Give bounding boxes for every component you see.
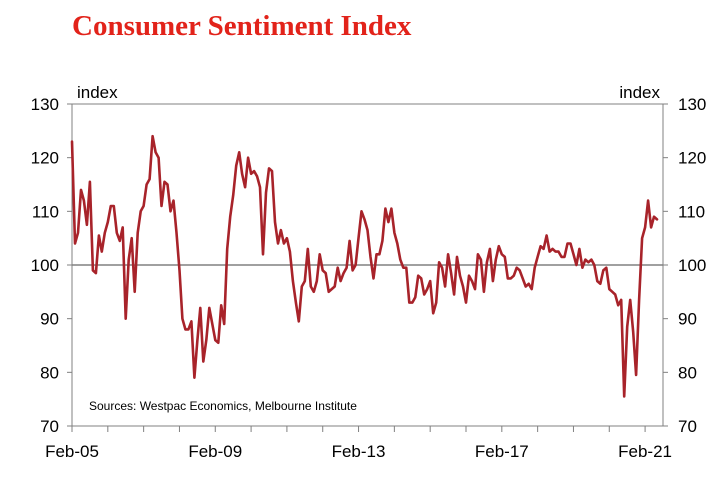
y-tick-label-right-130: 130 [678, 95, 706, 114]
y-tick-label-right-70: 70 [678, 417, 697, 436]
chart-title: Consumer Sentiment Index [72, 10, 412, 42]
y-tick-label-left-130: 130 [31, 95, 59, 114]
y-unit-right: index [619, 83, 660, 102]
y-tick-label-right-100: 100 [678, 256, 706, 275]
y-tick-label-left-70: 70 [40, 417, 59, 436]
x-tick-label-feb-17: Feb-17 [475, 442, 529, 461]
y-unit-left: index [77, 83, 118, 102]
y-tick-label-left-90: 90 [40, 310, 59, 329]
y-axis-right: 70 80 90 100 110 120 130 [678, 95, 706, 436]
x-axis: Feb-05 Feb-09 Feb-13 Feb-17 Feb-21 [45, 442, 672, 461]
x-tick-label-feb-05: Feb-05 [45, 442, 99, 461]
x-tick-label-feb-09: Feb-09 [188, 442, 242, 461]
source-note: Sources: Westpac Economics, Melbourne In… [89, 399, 357, 413]
axis-ticks [67, 103, 668, 432]
y-tick-label-right-120: 120 [678, 149, 706, 168]
y-tick-label-left-80: 80 [40, 363, 59, 382]
series-line-consumer-sentiment [70, 134, 659, 398]
y-tick-label-left-110: 110 [32, 202, 59, 221]
y-tick-label-right-90: 90 [678, 310, 697, 329]
y-tick-label-right-110: 110 [678, 202, 705, 221]
y-axis-left: 70 80 90 100 110 120 130 [31, 95, 59, 436]
x-tick-label-feb-13: Feb-13 [332, 442, 386, 461]
x-tick-label-feb-21: Feb-21 [618, 442, 672, 461]
y-tick-label-left-120: 120 [31, 149, 59, 168]
y-tick-label-left-100: 100 [31, 256, 59, 275]
y-tick-label-right-80: 80 [678, 363, 697, 382]
